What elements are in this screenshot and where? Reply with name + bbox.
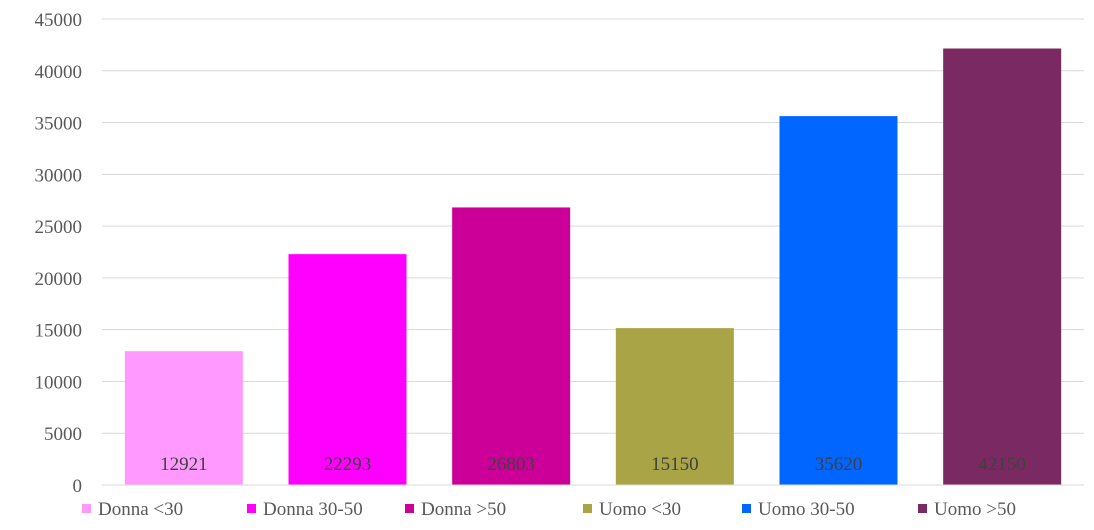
y-tick-label: 10000	[35, 372, 83, 393]
legend-label: Donna 30-50	[263, 499, 363, 520]
legend-label: Uomo >50	[934, 499, 1016, 520]
y-tick-label: 5000	[44, 424, 82, 445]
data-label: 15150	[651, 454, 699, 475]
legend-swatch	[918, 504, 927, 513]
legend-swatch	[742, 504, 751, 513]
legend-label: Uomo 30-50	[758, 499, 855, 520]
y-tick-label: 15000	[35, 321, 83, 342]
legend-swatch	[82, 504, 91, 513]
y-tick-label: 40000	[35, 62, 83, 83]
data-label: 26803	[487, 454, 535, 475]
legend-swatch	[405, 504, 414, 513]
legend-label: Donna <30	[98, 499, 183, 520]
y-tick-label: 30000	[35, 165, 83, 186]
legend-swatch	[583, 504, 592, 513]
legend-swatch	[247, 504, 256, 513]
bar	[615, 328, 734, 485]
bar	[943, 48, 1062, 485]
y-tick-label: 20000	[35, 269, 83, 290]
y-tick-label: 25000	[35, 217, 83, 238]
data-label: 42150	[978, 454, 1026, 475]
legend-label: Donna >50	[421, 499, 506, 520]
y-tick-label: 45000	[35, 10, 83, 31]
data-label: 35620	[815, 454, 863, 475]
data-label: 22293	[324, 454, 372, 475]
bar	[452, 207, 571, 485]
bar	[779, 116, 898, 486]
bar	[288, 254, 407, 485]
y-tick-label: 0	[73, 476, 83, 497]
y-tick-label: 35000	[35, 114, 83, 135]
data-label: 12921	[160, 454, 208, 475]
legend-label: Uomo <30	[599, 499, 681, 520]
bar	[124, 351, 243, 485]
